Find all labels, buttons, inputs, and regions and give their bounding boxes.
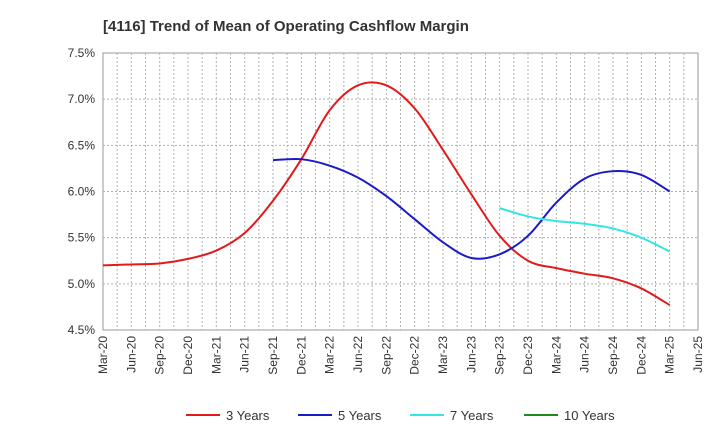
series-line-7-years [499, 207, 671, 253]
x-tick-label: Mar-21 [209, 336, 223, 374]
x-tick-label: Dec-20 [181, 336, 195, 375]
legend-label: 3 Years [226, 408, 270, 423]
x-tick-label: Sep-21 [266, 336, 280, 375]
x-tick-label: Jun-20 [124, 336, 138, 373]
x-tick-label: Mar-23 [436, 336, 450, 374]
chart-title: [4116] Trend of Mean of Operating Cashfl… [103, 18, 469, 35]
series-layer [102, 81, 671, 306]
x-tick-label: Jun-25 [691, 336, 705, 373]
x-tick-label: Sep-24 [606, 336, 620, 375]
x-tick-label: Sep-22 [379, 336, 393, 375]
y-tick-label: 7.5% [68, 46, 96, 60]
x-tick-label: Jun-24 [578, 336, 592, 373]
y-tick-label: 6.0% [68, 185, 96, 199]
x-axis: Mar-20 Jun-20 Sep-20 Dec-20 Mar-21 Jun-21 Sep-… [96, 336, 705, 375]
horizontal-gridlines [103, 98, 698, 285]
x-tick-label: Dec-22 [408, 336, 422, 375]
y-axis: 4.5% 5.0% 5.5% 6.0% 6.5% 7.0% 7.5% [68, 46, 96, 337]
x-tick-label: Jun-21 [238, 336, 252, 373]
x-tick-label: Sep-20 [153, 336, 167, 375]
x-tick-label: Mar-24 [549, 336, 563, 374]
y-tick-label: 6.5% [68, 138, 96, 152]
y-tick-label: 5.0% [68, 277, 96, 291]
legend-label: 5 Years [338, 408, 382, 423]
legend: 3 Years 5 Years 7 Years 10 Years [186, 408, 615, 423]
x-tick-label: Dec-24 [634, 336, 648, 375]
x-tick-label: Dec-23 [521, 336, 535, 375]
x-tick-label: Mar-22 [323, 336, 337, 374]
x-tick-label: Jun-22 [351, 336, 365, 373]
legend-label: 7 Years [450, 408, 494, 423]
series-line-3-years [102, 81, 671, 306]
y-tick-label: 4.5% [68, 323, 96, 337]
x-tick-label: Dec-21 [294, 336, 308, 375]
x-tick-label: Jun-23 [464, 336, 478, 373]
x-tick-label: Mar-20 [96, 336, 110, 374]
x-tick-label: Sep-23 [493, 336, 507, 375]
x-tick-label: Mar-25 [663, 336, 677, 374]
y-tick-label: 5.5% [68, 231, 96, 245]
series-line-5-years [272, 157, 671, 260]
legend-label: 10 Years [564, 408, 615, 423]
y-tick-label: 7.0% [68, 92, 96, 106]
